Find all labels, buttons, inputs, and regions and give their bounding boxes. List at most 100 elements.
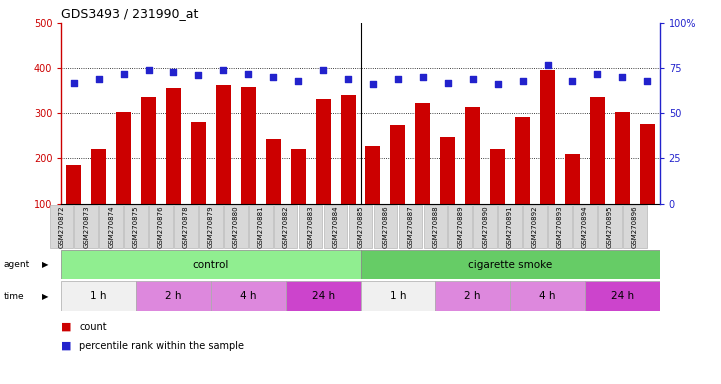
Bar xyxy=(590,98,605,204)
Bar xyxy=(136,281,211,311)
Point xyxy=(592,71,603,77)
Bar xyxy=(116,113,131,204)
Bar xyxy=(490,149,505,204)
Point xyxy=(118,71,129,77)
Bar xyxy=(415,103,430,204)
Bar xyxy=(615,112,630,204)
Bar xyxy=(61,250,360,279)
Text: 1 h: 1 h xyxy=(389,291,406,301)
Bar xyxy=(391,124,405,204)
Point xyxy=(193,72,204,78)
Text: GSM270883: GSM270883 xyxy=(308,205,314,248)
Bar xyxy=(540,70,555,204)
Text: ■: ■ xyxy=(61,322,72,332)
Text: GSM270881: GSM270881 xyxy=(258,205,264,248)
Text: GSM270895: GSM270895 xyxy=(607,205,613,248)
Bar xyxy=(510,281,585,311)
Text: GSM270876: GSM270876 xyxy=(158,205,164,248)
Point xyxy=(417,74,428,80)
Text: agent: agent xyxy=(4,260,30,269)
Point xyxy=(467,76,479,82)
Point xyxy=(541,61,553,68)
Text: 4 h: 4 h xyxy=(539,291,556,301)
Text: 1 h: 1 h xyxy=(90,291,107,301)
Text: GSM270893: GSM270893 xyxy=(557,205,563,248)
Text: control: control xyxy=(193,260,229,270)
Bar xyxy=(585,281,660,311)
Text: GSM270891: GSM270891 xyxy=(507,205,513,248)
Text: GSM270887: GSM270887 xyxy=(407,205,413,248)
Bar xyxy=(286,281,360,311)
Point xyxy=(616,74,628,80)
Bar xyxy=(211,281,286,311)
Bar xyxy=(241,87,256,204)
Point xyxy=(293,78,304,84)
Text: GSM270896: GSM270896 xyxy=(632,205,638,248)
Text: GSM270880: GSM270880 xyxy=(233,205,239,248)
Text: GSM270884: GSM270884 xyxy=(332,205,339,248)
Bar xyxy=(91,149,106,204)
Bar xyxy=(266,139,280,204)
Text: GSM270894: GSM270894 xyxy=(582,205,588,248)
Bar xyxy=(360,281,435,311)
Text: GSM270882: GSM270882 xyxy=(283,205,288,248)
Bar xyxy=(366,146,381,204)
Bar xyxy=(441,137,455,204)
Text: GSM270873: GSM270873 xyxy=(83,205,89,248)
Text: ■: ■ xyxy=(61,341,72,351)
Point xyxy=(492,81,503,88)
Text: GSM270879: GSM270879 xyxy=(208,205,214,248)
Text: GDS3493 / 231990_at: GDS3493 / 231990_at xyxy=(61,7,199,20)
Bar xyxy=(141,97,156,204)
Text: count: count xyxy=(79,322,107,332)
Text: GSM270890: GSM270890 xyxy=(482,205,488,248)
Text: 24 h: 24 h xyxy=(311,291,335,301)
Bar xyxy=(465,106,480,204)
Text: 4 h: 4 h xyxy=(240,291,257,301)
Point xyxy=(143,67,154,73)
Point xyxy=(242,71,254,77)
Point xyxy=(168,69,180,75)
Bar xyxy=(515,118,530,204)
Text: GSM270878: GSM270878 xyxy=(183,205,189,248)
Bar xyxy=(640,124,655,204)
Bar xyxy=(565,154,580,204)
Text: percentile rank within the sample: percentile rank within the sample xyxy=(79,341,244,351)
Text: GSM270892: GSM270892 xyxy=(532,205,538,248)
Bar xyxy=(166,88,181,204)
Point xyxy=(392,76,404,82)
Bar xyxy=(61,281,136,311)
Text: GSM270874: GSM270874 xyxy=(108,205,114,248)
Bar xyxy=(316,99,330,204)
Text: GSM270888: GSM270888 xyxy=(433,205,438,248)
Bar xyxy=(435,281,510,311)
Text: GSM270872: GSM270872 xyxy=(58,205,64,248)
Bar xyxy=(191,122,206,204)
Point xyxy=(93,76,105,82)
Text: GSM270875: GSM270875 xyxy=(133,205,139,248)
Point xyxy=(517,78,528,84)
Point xyxy=(442,79,454,86)
Text: GSM270886: GSM270886 xyxy=(382,205,389,248)
Text: 2 h: 2 h xyxy=(464,291,481,301)
Text: time: time xyxy=(4,292,25,301)
Point xyxy=(567,78,578,84)
Point xyxy=(218,67,229,73)
Point xyxy=(68,79,79,86)
Bar xyxy=(66,165,81,204)
Bar xyxy=(360,250,660,279)
Point xyxy=(642,78,653,84)
Text: 2 h: 2 h xyxy=(165,291,182,301)
Text: ▶: ▶ xyxy=(42,292,48,301)
Point xyxy=(367,81,379,88)
Text: GSM270885: GSM270885 xyxy=(358,205,363,248)
Point xyxy=(317,67,329,73)
Bar xyxy=(291,149,306,204)
Bar xyxy=(340,95,355,204)
Text: ▶: ▶ xyxy=(42,260,48,269)
Point xyxy=(342,76,354,82)
Text: 24 h: 24 h xyxy=(611,291,634,301)
Text: GSM270889: GSM270889 xyxy=(457,205,463,248)
Text: cigarette smoke: cigarette smoke xyxy=(468,260,552,270)
Bar xyxy=(216,85,231,204)
